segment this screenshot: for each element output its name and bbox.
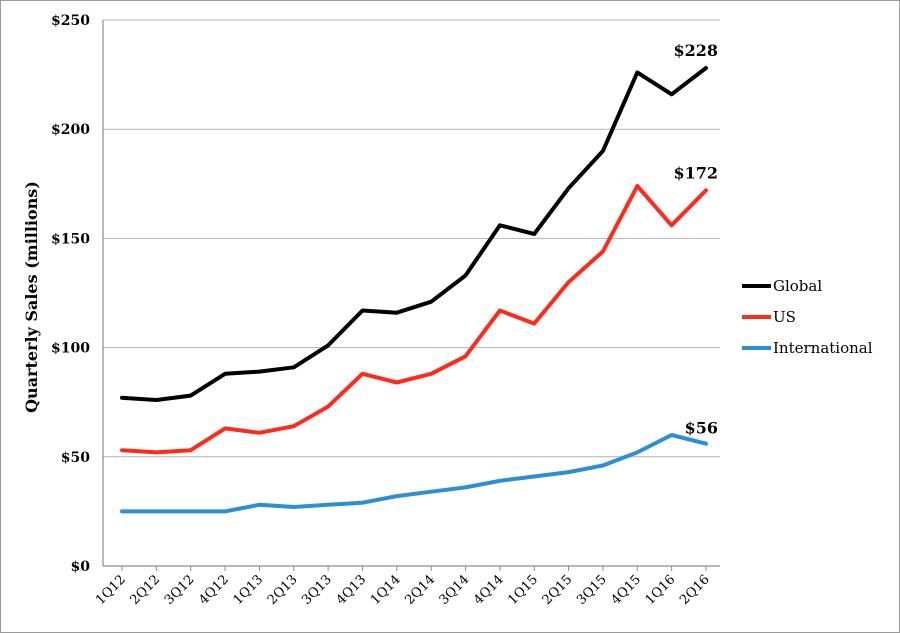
series-line-us — [120, 184, 708, 455]
legend-label-us: US — [773, 308, 796, 326]
x-tick-label: 2Q15 — [540, 572, 576, 608]
x-tick-label: 2Q12 — [127, 572, 163, 608]
x-tick-label: 3Q15 — [574, 572, 610, 608]
y-tick-label: $50 — [61, 450, 90, 466]
x-tick-label: 2Q13 — [265, 572, 301, 608]
x-tick-label: 1Q13 — [231, 572, 267, 608]
y-axis-label: Quarterly Sales (millions) — [22, 181, 41, 413]
annotation-global: $228 — [673, 41, 718, 60]
legend: Global US International — [742, 277, 873, 357]
x-tick-label: 3Q14 — [437, 572, 473, 608]
x-tick-label: 4Q13 — [334, 572, 370, 608]
x-tick-label: 3Q12 — [162, 572, 198, 608]
y-tick-label: $0 — [71, 559, 91, 575]
series-line-global — [120, 66, 708, 402]
grid-lines — [103, 19, 720, 567]
x-tick-label: 4Q15 — [608, 572, 644, 608]
y-tick-label: $100 — [51, 341, 90, 357]
data-series — [120, 66, 708, 514]
x-tick-label: 1Q12 — [93, 572, 129, 608]
x-tick-label: 1Q15 — [505, 572, 541, 608]
x-tick-label: 1Q16 — [643, 572, 679, 608]
annotation-us: $172 — [673, 163, 718, 182]
x-tick-label: 4Q14 — [471, 572, 507, 608]
x-tick-label: 2Q14 — [402, 572, 438, 608]
series-line-international — [120, 433, 708, 514]
x-tick-label: 1Q14 — [368, 572, 404, 608]
y-tick-label: $250 — [51, 13, 90, 29]
legend-label-international: International — [773, 339, 873, 357]
x-tick-label: 4Q12 — [196, 572, 232, 608]
legend-label-global: Global — [773, 277, 822, 295]
y-tick-label: $200 — [51, 122, 90, 138]
y-tick-label: $150 — [51, 231, 90, 247]
x-tick-label: 2Q16 — [677, 572, 713, 608]
annotation-international: $56 — [685, 419, 718, 438]
x-tick-label: 3Q13 — [299, 572, 335, 608]
data-annotations: $228 $172 $56 — [673, 41, 718, 438]
